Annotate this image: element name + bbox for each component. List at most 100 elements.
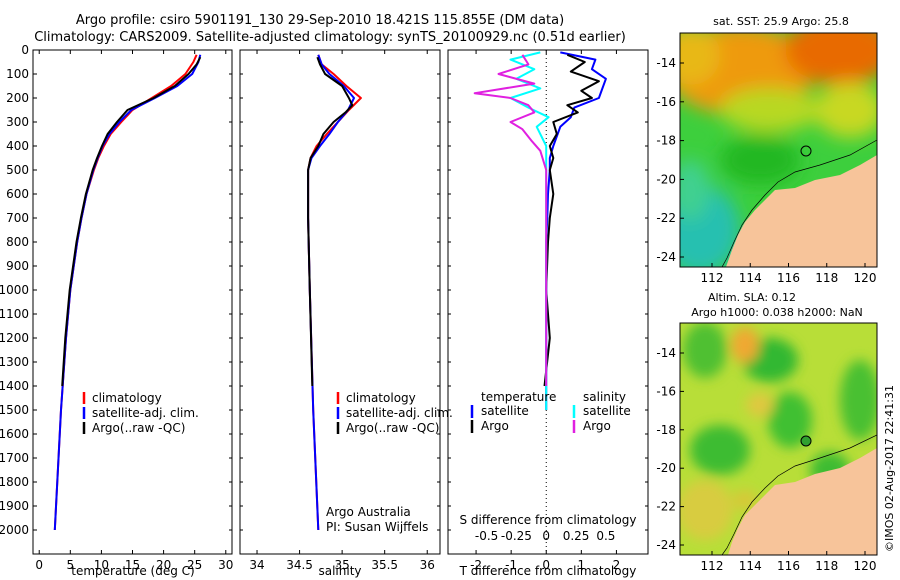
s-tick-label: 0.25 [563, 529, 590, 543]
figure-title-line1: Argo profile: csiro 5901191_130 29-Sep-2… [75, 13, 565, 28]
depth-tick-label: 1700 [0, 451, 29, 465]
depth-tick-label: 900 [6, 259, 29, 273]
legend-label-climatology: climatology [92, 391, 162, 405]
temperature-profile-chart: 0 5 10 15 20 25 30 [33, 49, 233, 572]
depth-tick-label: 500 [6, 163, 29, 177]
depth-tick-label: 600 [6, 187, 29, 201]
lat-tick-label: -24 [656, 538, 676, 552]
lat-tick-label: -20 [656, 461, 676, 475]
x-tick-label: 34 [249, 558, 264, 572]
lon-tick-label: 112 [701, 559, 724, 573]
sla-map-subtitle: Argo h1000: 0.038 h2000: NaN [691, 306, 863, 319]
depth-tick-label: 2000 [0, 523, 29, 537]
x-tick-label: 0 [35, 558, 43, 572]
sst-map-axes: -14 -16 -18 -20 -22 -24 112 114 116 118 120 [656, 56, 876, 285]
depth-tick-label: 1100 [0, 307, 29, 321]
depth-tick-label: 1600 [0, 427, 29, 441]
lat-tick-label: -16 [656, 95, 676, 109]
difference-profile-chart: -2 -1 0 1 2 -0.5 -0.25 0 0.25 0.5 [448, 49, 648, 572]
x-tick-label: 35.5 [371, 558, 398, 572]
credit-argo-australia: Argo Australia [326, 505, 411, 519]
land-area [728, 448, 877, 555]
lat-tick-label: -20 [656, 172, 676, 186]
legend-label-satellite: satellite-adj. clim. [92, 406, 199, 420]
lon-tick-label: 114 [739, 271, 762, 285]
s-tick-label: 0.5 [596, 529, 615, 543]
depth-tick-label: 1400 [0, 379, 29, 393]
depth-tick-label: 1200 [0, 331, 29, 345]
legend-label-argo: Argo(..raw -QC) [346, 421, 439, 435]
depth-tick-label: 800 [6, 235, 29, 249]
x-tick-label: 5 [66, 558, 74, 572]
x-tick-label: 2 [613, 558, 621, 572]
x-tick-label: 20 [156, 558, 171, 572]
lon-tick-label: 114 [739, 559, 762, 573]
s-tick-label: -0.25 [501, 529, 532, 543]
legend-temperature-header: temperature [481, 390, 556, 404]
land-area [726, 155, 877, 267]
difference-panel-frame [447, 49, 649, 555]
legend-label-t-satellite: satellite [481, 404, 529, 418]
figure-title-line2: Climatology: CARS2009. Satellite-adjuste… [34, 30, 626, 45]
temperature-panel-frame [32, 49, 233, 555]
sst-map-title: sat. SST: 25.9 Argo: 25.8 [713, 15, 849, 28]
s-tick-label: -0.5 [475, 529, 498, 543]
depth-tick-label: 400 [6, 139, 29, 153]
lon-tick-label: 116 [777, 271, 800, 285]
x-tick-label: 25 [187, 558, 202, 572]
x-tick-label: -1 [505, 558, 517, 572]
depth-tick-label: 700 [6, 211, 29, 225]
lat-tick-label: -24 [656, 250, 676, 264]
s-difference-axis-label: S difference from climatology [460, 513, 637, 527]
credit-pi-name: PI: Susan Wijffels [326, 520, 428, 534]
x-tick-label: 34.5 [286, 558, 313, 572]
lat-tick-label: -18 [656, 423, 676, 437]
salinity-panel-frame [239, 49, 441, 555]
lon-tick-label: 120 [854, 271, 877, 285]
salinity-x-axis-label: salinity [318, 564, 361, 578]
argo-location-marker [800, 435, 812, 447]
x-tick-label: 36 [420, 558, 435, 572]
legend-salinity-header: salinity [583, 390, 626, 404]
temperature-x-axis-label: temperature (deg C) [71, 564, 194, 578]
lat-tick-label: -14 [656, 346, 676, 360]
lon-tick-label: 120 [854, 559, 877, 573]
sla-map-title: Altim. SLA: 0.12 [708, 291, 796, 304]
x-tick-label: 35 [334, 558, 349, 572]
depth-tick-label: 1300 [0, 355, 29, 369]
lon-tick-label: 116 [777, 559, 800, 573]
lat-tick-label: -18 [656, 134, 676, 148]
lon-tick-label: 112 [701, 271, 724, 285]
series-line-argo-s [473, 54, 548, 386]
legend-label-climatology: climatology [346, 391, 416, 405]
legend-label-s-satellite: satellite [583, 404, 631, 418]
depth-tick-label: 300 [6, 115, 29, 129]
lat-tick-label: -16 [656, 384, 676, 398]
x-tick-label: 15 [125, 558, 140, 572]
depth-tick-label: 1900 [0, 499, 29, 513]
s-tick-label: 0 [542, 529, 550, 543]
series-line-argo-raw-qc [307, 56, 354, 387]
series-line-argo-raw-qc [61, 56, 202, 387]
legend-label-s-argo: Argo [583, 419, 611, 433]
lon-tick-label: 118 [815, 559, 838, 573]
lat-tick-label: -22 [656, 211, 676, 225]
difference-legend: temperature satellite Argo salinity sate… [470, 390, 631, 433]
salinity-profile-chart: 34 34.5 35 35.5 36 [240, 49, 440, 572]
lat-tick-label: -14 [656, 56, 676, 70]
series-line-climatology [53, 54, 198, 531]
legend-label-t-argo: Argo [481, 419, 509, 433]
x-tick-label: 10 [94, 558, 109, 572]
x-tick-label: 30 [218, 558, 233, 572]
depth-tick-label: 100 [6, 67, 29, 81]
series-line-argo-t [543, 53, 600, 387]
x-tick-label: 0 [542, 558, 550, 572]
salinity-legend: climatology satellite-adj. clim. Argo(..… [326, 391, 453, 534]
depth-tick-label: 1000 [0, 283, 29, 297]
x-tick-label: -2 [470, 558, 482, 572]
x-tick-label: 1 [578, 558, 586, 572]
series-line-satellite-adj-clim [53, 54, 202, 531]
temperature-legend: climatology satellite-adj. clim. Argo(..… [82, 391, 199, 435]
depth-tick-label: 200 [6, 91, 29, 105]
